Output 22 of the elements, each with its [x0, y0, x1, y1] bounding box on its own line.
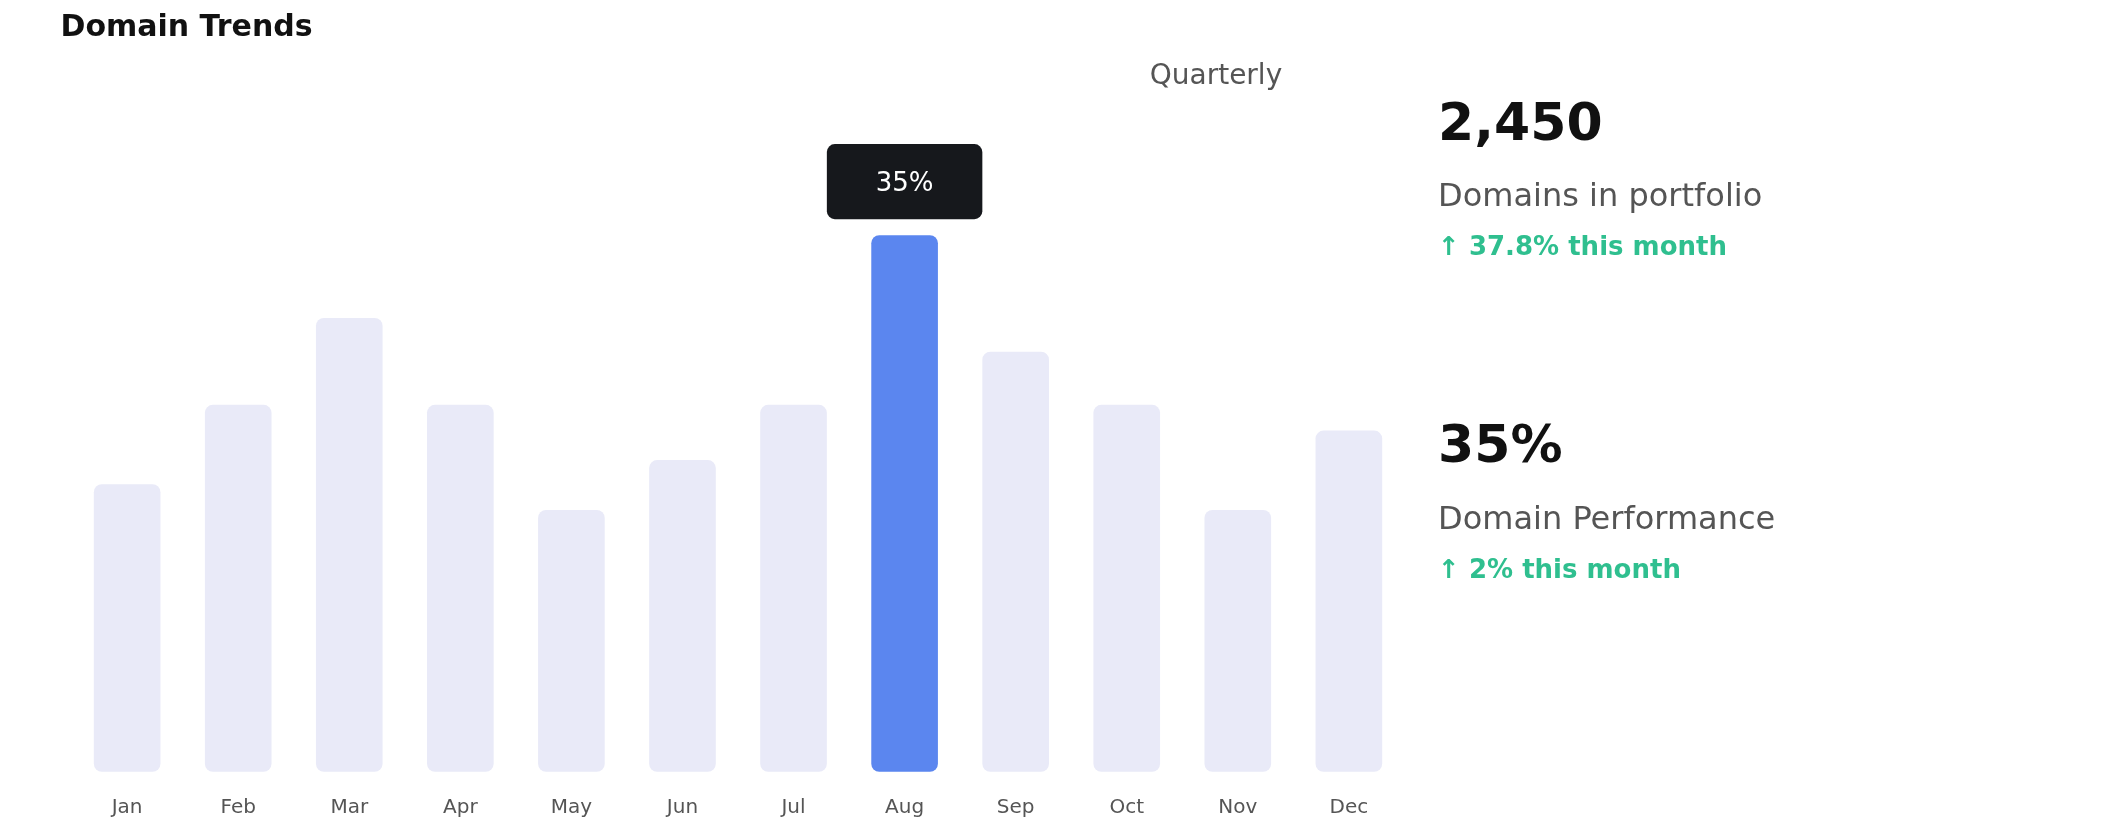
x-tick-label: Feb — [220, 793, 256, 818]
text: Domains in portfolio — [1438, 175, 1763, 214]
bar — [871, 235, 938, 772]
x-tick-label: Jun — [664, 793, 699, 818]
x-tick-label: Oct — [1109, 793, 1145, 818]
x-tick-label: Apr — [443, 793, 479, 818]
text: ↑ 37.8% this month — [1438, 230, 1727, 261]
x-tick-label: Mar — [330, 793, 369, 818]
x-tick-label: May — [550, 793, 593, 818]
x-tick-label: Aug — [885, 793, 925, 818]
x-tick-label: Nov — [1218, 793, 1258, 818]
text: 35% — [1438, 414, 1563, 475]
chart-title: Domain Trends — [60, 7, 313, 43]
x-tick-label: Jul — [779, 793, 806, 818]
text: Quarterly — [1149, 57, 1283, 91]
text: Domain Performance — [1438, 498, 1776, 537]
text: ↑ 2% this month — [1438, 554, 1681, 585]
x-tick-label: Dec — [1329, 793, 1369, 818]
annotation: 35% — [875, 166, 934, 197]
text: 2,450 — [1438, 92, 1603, 152]
x-tick-label: Sep — [996, 793, 1035, 818]
x-tick-label: Jan — [109, 793, 143, 818]
